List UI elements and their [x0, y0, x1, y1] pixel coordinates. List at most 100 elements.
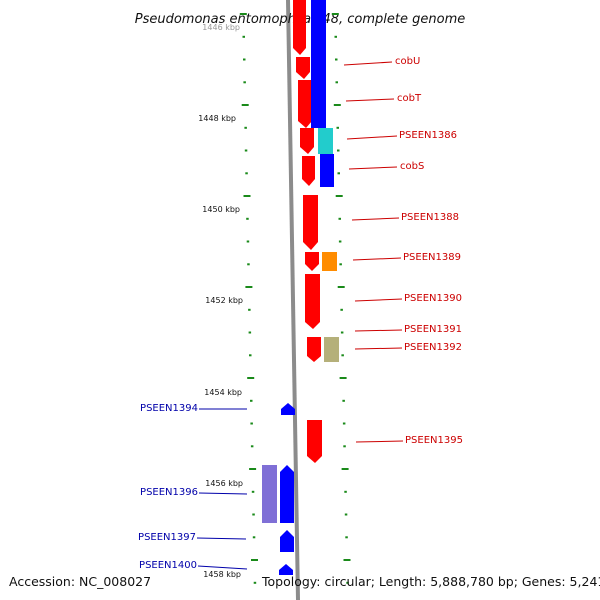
minor-tick — [244, 149, 248, 152]
gene-block-orange — [322, 252, 337, 271]
minor-tick — [344, 490, 347, 493]
minor-tick — [335, 58, 338, 61]
gene-block-blue — [311, 0, 326, 128]
gene-block-khaki — [324, 337, 339, 362]
major-tick — [341, 468, 349, 470]
major-tick — [249, 468, 257, 470]
gene-arrow-red — [293, 0, 306, 55]
gene-label-PSEEN1400: PSEEN1400 — [139, 560, 197, 571]
right-gene-labels: cobU cobT PSEEN1386 cobS PSEEN1388 PSEEN… — [343, 56, 463, 446]
minor-tick — [247, 263, 250, 266]
scale-label: 1446 kbp — [202, 23, 240, 32]
minor-tick — [340, 331, 344, 334]
gene-block-lavender — [262, 465, 277, 523]
minor-tick — [340, 308, 343, 311]
gene-arrow-blue — [280, 465, 294, 523]
label-leader-line — [355, 440, 404, 443]
label-leader-line — [354, 347, 403, 350]
major-tick — [239, 13, 247, 15]
gene-block-cyan — [318, 128, 333, 154]
gene-label-PSEEN1388: PSEEN1388 — [401, 212, 459, 223]
minor-tick — [250, 445, 254, 448]
accession-text: Accession: NC_008027 — [9, 574, 152, 589]
minor-tick — [246, 217, 249, 220]
gene-label-PSEEN1389: PSEEN1389 — [403, 252, 461, 263]
major-tick — [243, 195, 251, 197]
minor-tick — [251, 490, 255, 493]
gene-label-PSEEN1396: PSEEN1396 — [140, 487, 198, 498]
minor-tick — [242, 35, 245, 38]
scale-label: 1452 kbp — [205, 296, 243, 305]
genome-backbone — [286, 0, 300, 600]
minor-tick — [337, 172, 340, 175]
major-tick — [335, 195, 343, 197]
minor-tick — [252, 513, 255, 516]
label-leader-line — [196, 537, 247, 540]
minor-tick — [343, 445, 346, 448]
minor-tick — [246, 240, 250, 243]
gene-arrow-red — [303, 195, 318, 250]
minor-tick — [243, 58, 246, 61]
gene-arrow-red — [305, 252, 319, 271]
gene-label-cobS: cobS — [400, 161, 424, 172]
genome-summary-text: Topology: circular; Length: 5,888,780 bp… — [262, 574, 600, 589]
gene-arrow-red — [296, 57, 310, 79]
left-gene-labels: PSEEN1394 PSEEN1396 PSEEN1397 PSEEN1400 — [138, 403, 248, 571]
gene-label-PSEEN1391: PSEEN1391 — [404, 324, 462, 335]
scale-labels: 1446 kbp 1448 kbp 1450 kbp 1452 kbp 1454… — [198, 23, 243, 579]
minor-tick — [250, 399, 253, 402]
tick-column-right — [331, 13, 351, 584]
minor-tick — [346, 581, 349, 584]
scale-label: 1458 kbp — [203, 570, 241, 579]
label-leader-line — [354, 298, 403, 302]
label-leader-line — [345, 98, 395, 102]
label-leader-line — [348, 166, 398, 170]
label-leader-line — [346, 135, 398, 140]
reverse-strand-genes — [262, 403, 295, 575]
scale-label: 1450 kbp — [202, 205, 240, 214]
major-tick — [343, 559, 351, 561]
gene-arrow-red — [305, 274, 320, 329]
gene-label-PSEEN1395: PSEEN1395 — [405, 435, 463, 446]
outer-track-genes — [311, 0, 339, 362]
minor-tick — [345, 536, 348, 539]
gene-label-cobT: cobT — [397, 93, 422, 104]
scale-label: 1456 kbp — [205, 479, 243, 488]
gene-label-PSEEN1386: PSEEN1386 — [399, 130, 457, 141]
major-tick — [251, 559, 258, 561]
major-tick — [333, 104, 341, 106]
major-tick — [331, 13, 339, 15]
major-tick — [247, 377, 255, 379]
label-leader-line — [351, 217, 400, 221]
scale-label: 1448 kbp — [198, 114, 236, 123]
minor-tick — [252, 536, 256, 539]
minor-tick — [339, 263, 342, 266]
minor-tick — [248, 308, 251, 311]
gene-arrow-red — [298, 80, 312, 128]
minor-tick — [336, 126, 339, 129]
gene-label-PSEEN1392: PSEEN1392 — [404, 342, 462, 353]
minor-tick — [342, 422, 346, 425]
major-tick — [241, 104, 249, 106]
major-tick — [337, 286, 345, 288]
gene-arrow-red — [302, 156, 315, 186]
label-leader-line — [197, 565, 248, 570]
minor-tick — [338, 217, 341, 220]
minor-tick — [334, 35, 337, 38]
minor-tick — [337, 149, 340, 152]
major-tick — [339, 377, 347, 379]
minor-tick — [335, 81, 338, 84]
minor-tick — [243, 81, 246, 84]
gene-arrow-red — [300, 128, 314, 154]
minor-tick — [244, 126, 247, 129]
gene-label-PSEEN1394: PSEEN1394 — [140, 403, 198, 414]
minor-tick — [338, 240, 342, 243]
label-leader-line — [352, 257, 402, 261]
label-leader-line — [343, 61, 393, 66]
gene-label-cobU: cobU — [395, 56, 420, 67]
major-tick — [245, 286, 253, 288]
gene-arrow-blue — [280, 530, 294, 552]
minor-tick — [341, 354, 344, 357]
gene-arrow-red — [307, 337, 321, 362]
